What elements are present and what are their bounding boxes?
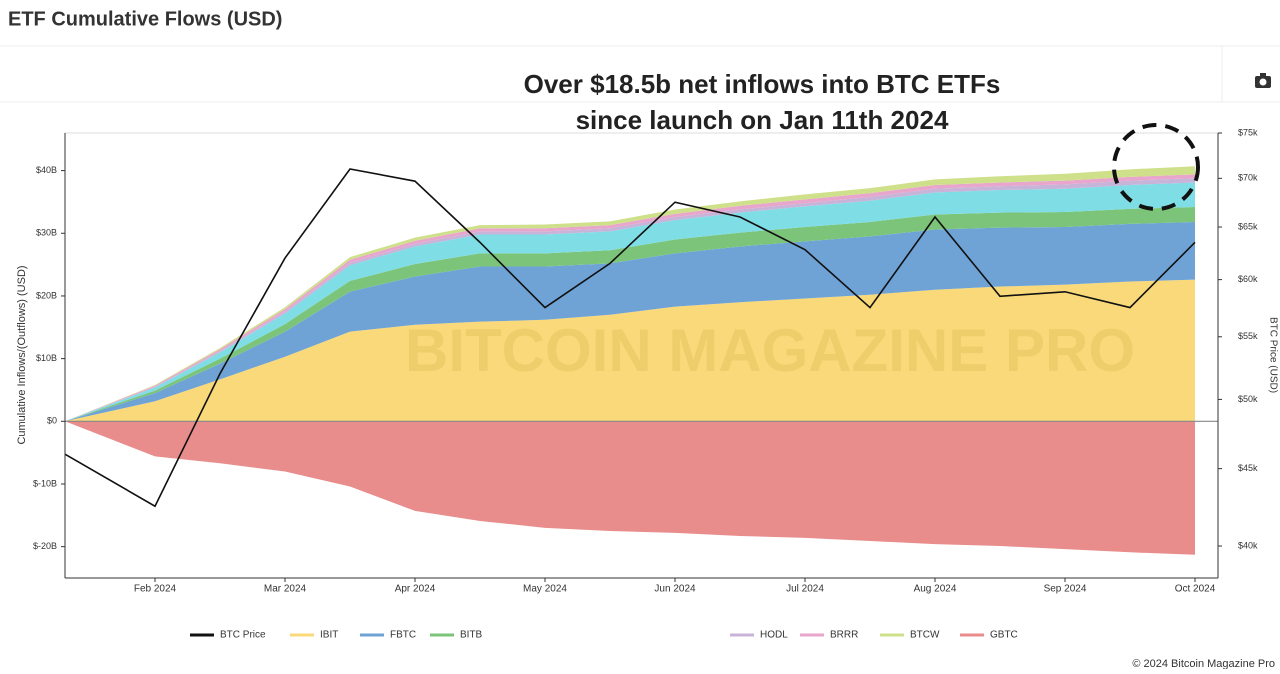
y2-tick-label: $70k [1238,173,1258,183]
area [65,279,1195,422]
y2-tick-label: $60k [1238,274,1258,284]
y2-tick-label: $75k [1238,127,1258,137]
y2-axis-label: BTC Price (USD) [1267,317,1278,393]
annotation: Over $18.5b net inflows into BTC ETFs [524,69,1001,99]
y2-tick-label: $40k [1238,540,1258,550]
x-tick-label: Mar 2024 [264,584,307,595]
area [65,206,1195,422]
legend-item[interactable]: HODL [730,630,788,641]
legend-item[interactable]: GBTC [960,630,1018,641]
y2-tick-label: $45k [1238,463,1258,473]
area [65,421,1195,555]
x-tick-label: Jul 2024 [786,584,824,595]
legend-item[interactable]: BRRR [800,630,858,641]
area [65,178,1195,422]
legend-label: BTC Price [220,630,266,641]
y-tick-label: $10B [36,353,57,363]
area [65,174,1195,422]
y-tick-label: $40B [36,165,57,175]
legend-label: GBTC [990,630,1018,641]
x-tick-label: Sep 2024 [1044,584,1087,595]
area [65,182,1195,422]
highlight-circle [1112,123,1200,211]
camera-icon[interactable] [1255,73,1271,88]
area [65,222,1195,422]
y-axis-label: Cumulative Inflows/(Outflows) (USD) [16,265,28,444]
y-tick-label: $0 [47,416,57,426]
legend-label: BITB [460,630,483,641]
y-tick-label: $20B [36,290,57,300]
legend-item[interactable]: BTC Price [190,630,266,641]
y2-tick-label: $50k [1238,394,1258,404]
y-tick-label: $30B [36,228,57,238]
legend-item[interactable]: IBIT [290,630,338,641]
legend-label: FBTC [390,630,416,641]
legend-item[interactable]: BTCW [880,630,940,641]
legend-label: IBIT [320,630,338,641]
legend-label: HODL [760,630,788,641]
x-tick-label: Apr 2024 [395,584,436,595]
legend-label: BTCW [910,630,940,641]
x-tick-label: Aug 2024 [914,584,957,595]
price-line [64,168,1196,508]
watermark: BITCOIN MAGAZINE PRO [405,317,1135,384]
plot-area: $-20B $-10B $0 $10B $20B $30B $40B $40k $45k $50k… [33,127,1258,594]
legend-label: BRRR [830,630,858,641]
y-tick-label: $-10B [33,478,57,488]
legend-item[interactable]: BITB [430,630,483,641]
y-tick-label: $-20B [33,541,57,551]
legend-item[interactable]: FBTC [360,630,416,641]
x-tick-label: May 2024 [523,584,567,595]
annotation: since launch on Jan 11th 2024 [576,105,949,135]
y2-tick-label: $55k [1238,331,1258,341]
x-tick-label: Jun 2024 [654,584,696,595]
chart-title: ETF Cumulative Flows (USD) [8,8,282,30]
x-tick-label: Feb 2024 [134,584,177,595]
y2-tick-label: $65k [1238,221,1258,231]
footer: © 2024 Bitcoin Magazine Pro [1132,658,1275,669]
x-tick-label: Oct 2024 [1175,584,1216,595]
